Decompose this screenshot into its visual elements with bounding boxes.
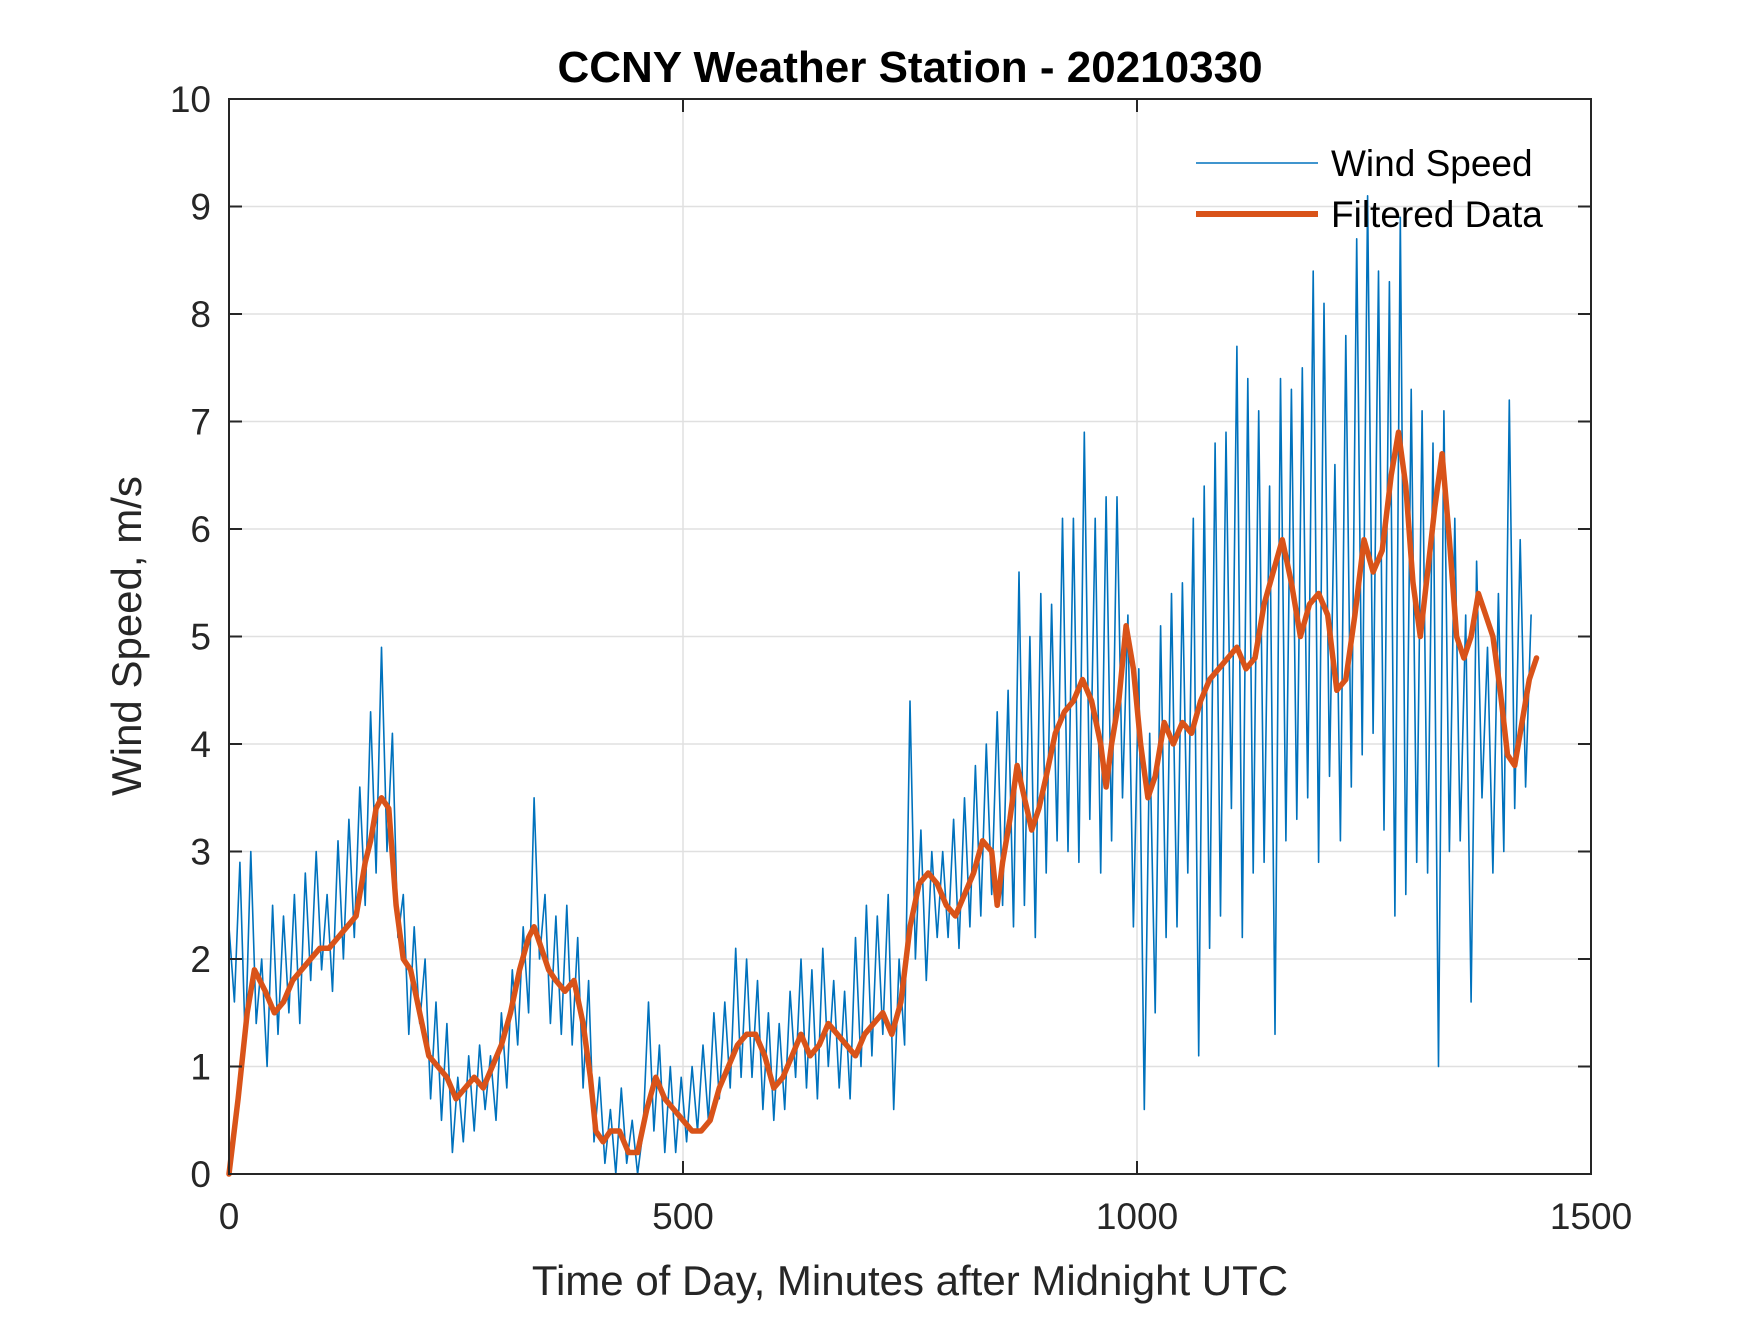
y-tick-label: 1 (190, 1047, 211, 1088)
legend-filtered-label: Filtered Data (1331, 194, 1543, 235)
y-tick-label: 7 (190, 402, 211, 443)
x-tick-label: 0 (219, 1196, 240, 1237)
x-axis-label: Time of Day, Minutes after Midnight UTC (532, 1257, 1288, 1304)
y-tick-label: 3 (190, 832, 211, 873)
legend-wind-speed-label: Wind Speed (1331, 143, 1533, 184)
ticks: 0 1 2 3 4 5 6 7 8 9 10 0 500 1000 1500 (170, 79, 1632, 1237)
chart-title: CCNY Weather Station - 20210330 (557, 43, 1262, 92)
y-tick-label: 0 (190, 1154, 211, 1195)
y-tick-label: 2 (190, 939, 211, 980)
grid (229, 99, 1591, 1174)
y-tick-label: 10 (170, 79, 211, 120)
y-tick-label: 8 (190, 294, 211, 335)
legend: Wind Speed Filtered Data (1196, 143, 1543, 235)
series-layer (226, 195, 1540, 1177)
x-tick-label: 500 (652, 1196, 714, 1237)
x-tick-label: 1000 (1096, 1196, 1178, 1237)
y-tick-label: 9 (190, 187, 211, 228)
y-tick-label: 5 (190, 617, 211, 658)
y-tick-label: 6 (190, 509, 211, 550)
x-tick-label: 1500 (1550, 1196, 1632, 1237)
filtered-data-line (226, 429, 1540, 1177)
y-tick-label: 4 (190, 724, 211, 765)
wind-speed-line (228, 195, 1532, 1175)
y-axis-label: Wind Speed, m/s (103, 476, 150, 796)
